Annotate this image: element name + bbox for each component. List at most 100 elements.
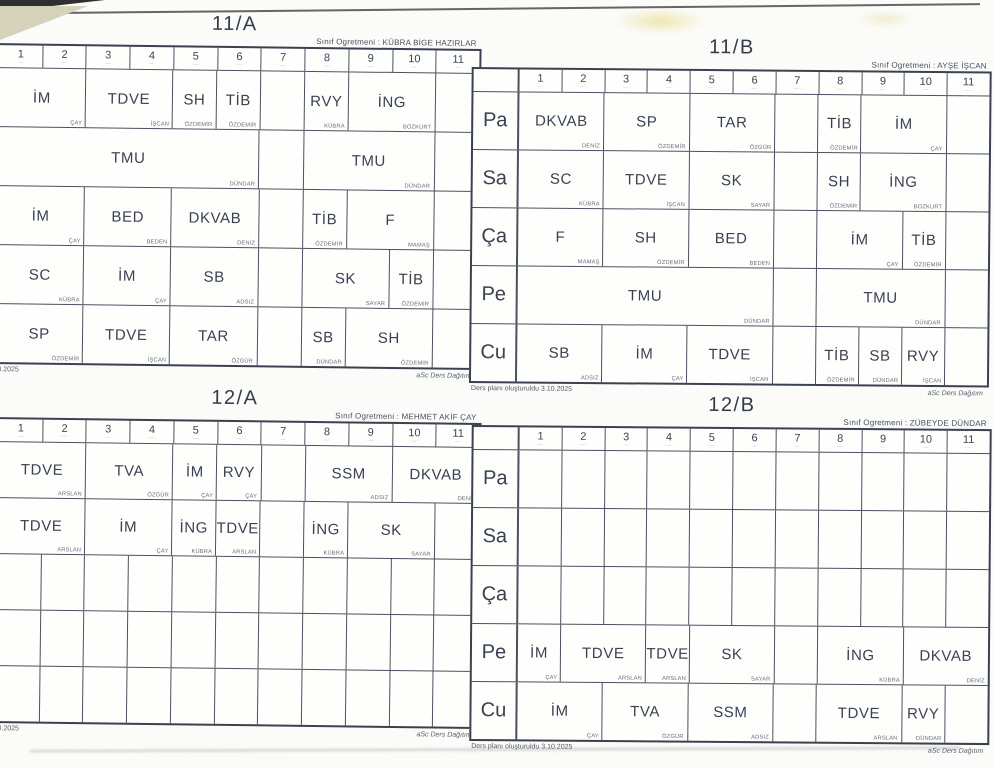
period-header-cell: 1 ··–·· (520, 69, 562, 91)
subject-code: İM (32, 89, 51, 107)
empty-cell (171, 556, 216, 612)
period-time-hint: ··–·· (879, 87, 887, 92)
lesson-cell: SK SAYAR (346, 502, 435, 559)
period-header-row: 1 ··–·· 2 ··–·· 3 ··–·· 4 ··–·· 5 ··–·· 6 ··–·· 7 ··–… (473, 69, 990, 96)
day-row: Sa SC KÜBRA TDVE İŞCAN SK SAYAR SH ÖZDEMİR İNG BOZ… (472, 149, 989, 212)
period-time-hint: ··–·· (454, 65, 462, 70)
teacher-name: MAMAŞ (408, 242, 431, 249)
empty-cell (0, 554, 41, 610)
period-number: 2 (580, 72, 587, 85)
lesson-cell: İNG KÜBRA (170, 500, 216, 556)
teacher-name: ADSIZ (580, 375, 599, 382)
teacher-name: ÖZDEMİR (315, 241, 343, 248)
period-time-hint: ··–·· (410, 438, 418, 443)
teacher-name: SAYAR (751, 202, 771, 209)
period-header-cell: 8 ··–·· (304, 48, 349, 72)
teacher-name: DENİZ (582, 143, 601, 150)
subject-code: TİB (398, 270, 424, 288)
period-time-hint: ··–·· (279, 63, 287, 68)
lesson-cell: İM ÇAY (0, 68, 85, 127)
empty-cell (688, 509, 733, 568)
day-label: Pe (471, 624, 519, 682)
empty-cell (83, 611, 128, 667)
period-header-cell: 1 ··–·· (0, 419, 42, 442)
page-corner-fold-artifact (0, 6, 88, 40)
empty-cell (258, 557, 304, 613)
empty-cell (774, 568, 818, 626)
period-time-hint: ··–·· (60, 60, 68, 65)
footer-created-text: Ders planı oluşturuldu 3.10.2025 (0, 724, 20, 733)
empty-cell (946, 453, 990, 512)
teacher-name: DÜNDAR (404, 183, 431, 190)
teacher-name: ÇAY (886, 261, 899, 268)
lesson-cell: SB ADSIZ (169, 247, 258, 307)
teacher-name: DÜNDAR (229, 181, 256, 188)
empty-cell (774, 452, 819, 510)
day-row: Pe TMU DÜNDAR TMU DÜNDAR (471, 265, 988, 328)
period-header-cell: 1 ··–·· (520, 427, 562, 449)
period-time-hint: ··–·· (410, 64, 418, 69)
empty-cell (170, 612, 215, 668)
period-header-cell: 7 ··–·· (775, 429, 819, 452)
subject-code: BED (714, 230, 748, 248)
timetable-grid: 1 ··–·· 2 ··–·· 3 ··–·· 4 ··–·· 5 ··–·· 6 ··–·· 7 ··–… (468, 66, 992, 388)
teacher-name: BEDEN (146, 239, 168, 246)
subject-code: TDVE (19, 517, 63, 535)
empty-cell (214, 556, 260, 613)
period-time-hint: ··–·· (622, 443, 630, 447)
period-number: 3 (105, 48, 112, 62)
period-number: 3 (623, 430, 630, 443)
subject-code: İNG (377, 93, 407, 111)
period-time-hint: ··–·· (148, 61, 156, 66)
teacher-name: ARSLAN (231, 549, 256, 556)
day-label: Cu (470, 324, 518, 382)
lesson-cell: BED BEDEN (687, 209, 774, 268)
period-time-hint: ··–·· (836, 87, 844, 91)
subject-code: İM (635, 345, 654, 363)
empty-cell (945, 511, 990, 570)
lesson-cell: TDVE İŞCAN (81, 305, 170, 365)
period-time-hint: ··–·· (708, 443, 716, 448)
lesson-cell: İM ÇAY (517, 682, 602, 740)
lesson-cell: RVY İŞCAN (900, 327, 945, 386)
footer-created-text: Ders planı oluşturuldu 3.10.2025 (471, 743, 573, 751)
subject-code: SC (549, 170, 573, 188)
subject-code: İM (894, 115, 913, 133)
subject-code: İM (118, 267, 137, 285)
empty-cell (859, 569, 903, 627)
period-number: 5 (192, 424, 199, 437)
teacher-name: ÇAY (201, 492, 214, 499)
teacher-name: DENİZ (966, 678, 985, 685)
teacher-name: ÇAY (930, 146, 943, 153)
yellow-scan-smudge (615, 8, 705, 34)
subject-code: RVY (906, 347, 940, 366)
period-number: 11 (962, 75, 975, 88)
lesson-cell: TDVE ARSLAN (815, 684, 902, 743)
subject-code: TDVE (581, 644, 625, 663)
period-header-cell: 4 ··–·· (646, 428, 690, 451)
subject-code: TMU (863, 289, 898, 307)
day-row: SC KÜBRA İM ÇAY SB ADSIZ SK SAYAR TİB ÖZDEMİR (0, 244, 478, 309)
teacher-name: İŞCAN (147, 357, 167, 364)
period-header-cell: 9 ··–·· (348, 423, 393, 446)
subject-code: SP (28, 325, 50, 343)
subject-code: BED (111, 208, 145, 226)
lesson-cell: SB DÜNDAR (857, 327, 902, 385)
period-number: 1 (17, 421, 24, 434)
table-footer: Ders planı oluşturuldu 3.10.2025 aSc Ders… (469, 741, 989, 758)
period-time-hint: ··–·· (536, 442, 545, 447)
empty-cell (214, 612, 259, 669)
lesson-cell: İM ÇAY (860, 95, 947, 154)
subject-code: SH (183, 90, 206, 109)
teacher-name: DÜNDAR (315, 359, 342, 366)
lesson-cell: TİB ÖZDEMİR (901, 211, 946, 270)
period-time-hint: ··–·· (879, 445, 887, 449)
teacher-name: DÜNDAR (915, 735, 942, 742)
teacher-name: ÇAY (545, 674, 557, 681)
period-time-hint: ··–·· (708, 85, 716, 90)
period-number: 9 (367, 426, 374, 439)
empty-cell (772, 268, 817, 327)
teacher-name: KÜBRA (59, 297, 80, 304)
teacher-name: ÖZDEMİR (400, 360, 429, 367)
empty-cell (945, 96, 990, 154)
